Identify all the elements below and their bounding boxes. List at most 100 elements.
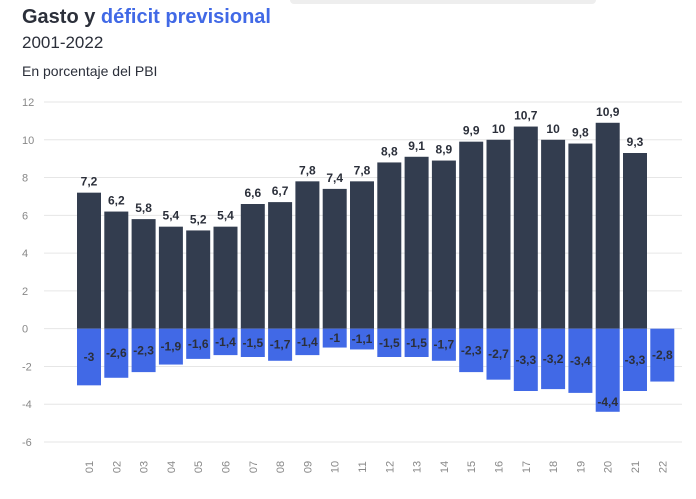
gasto-data-label: 6,2 — [108, 194, 125, 208]
deficit-data-label: -1,7 — [434, 338, 455, 352]
gasto-data-label: 10,7 — [514, 109, 538, 123]
deficit-data-label: -2,8 — [652, 348, 673, 362]
gasto-data-label: 7,2 — [81, 175, 98, 189]
deficit-bar — [459, 328, 484, 373]
x-tick-label: 11 — [357, 461, 369, 472]
y-tick-label: -4 — [22, 399, 32, 411]
chart-subtitle: 2001-2022 — [22, 33, 104, 52]
deficit-data-label: -1,5 — [242, 336, 263, 350]
gasto-data-label: 9,3 — [627, 135, 644, 149]
gasto-data-label: 7,8 — [354, 163, 371, 177]
deficit-bar — [377, 328, 402, 357]
deficit-bar — [568, 328, 593, 393]
deficit-data-label: -1,6 — [188, 337, 209, 351]
gasto-bar — [104, 211, 129, 329]
chart-title: Gasto y déficit previsional — [22, 6, 271, 29]
x-tick-label: 03 — [139, 461, 151, 473]
x-tick-label: 04 — [166, 461, 178, 473]
deficit-bar — [541, 328, 566, 390]
x-tick-label: 15 — [466, 461, 478, 473]
gasto-data-label: 5,4 — [217, 209, 234, 223]
gasto-data-label: 10 — [492, 122, 506, 136]
x-tick-label: 07 — [248, 461, 260, 473]
gasto-bar — [131, 219, 156, 329]
gasto-bar — [541, 139, 566, 329]
x-tick-label: 21 — [630, 461, 642, 473]
x-tick-label: 09 — [302, 461, 314, 473]
deficit-bar — [623, 328, 647, 391]
x-tick-label: 17 — [521, 461, 533, 473]
deficit-bar — [486, 328, 511, 380]
gasto-bar — [377, 162, 402, 329]
gasto-data-label: 10 — [546, 122, 560, 136]
deficit-data-label: -1,5 — [379, 336, 400, 350]
gasto-data-label: 8,8 — [381, 144, 398, 158]
gasto-bar — [77, 192, 101, 329]
x-tick-label: 12 — [384, 461, 396, 473]
y-tick-label: 10 — [22, 135, 34, 147]
gasto-data-label: 6,7 — [272, 184, 289, 198]
gasto-data-label: 9,8 — [572, 126, 589, 140]
gasto-data-label: 9,1 — [408, 139, 425, 153]
gasto-bar — [186, 230, 211, 329]
gasto-bar — [213, 226, 238, 329]
gasto-data-label: 6,6 — [244, 186, 261, 200]
gasto-bar — [268, 202, 293, 329]
deficit-bar — [650, 328, 675, 382]
deficit-bar — [104, 328, 129, 378]
gasto-bar — [486, 139, 511, 329]
x-tick-label: 08 — [275, 461, 287, 473]
x-tick-label: 06 — [221, 461, 233, 473]
gasto-bar — [295, 181, 320, 329]
gasto-bar — [322, 188, 347, 329]
gasto-bar — [350, 181, 374, 329]
deficit-data-label: -1,1 — [352, 332, 373, 346]
deficit-bar — [213, 328, 238, 356]
y-tick-label: 6 — [22, 210, 28, 222]
x-tick-label: 01 — [84, 461, 96, 473]
deficit-data-label: -1,4 — [215, 335, 236, 349]
deficit-bar — [186, 328, 211, 359]
deficit-bar — [322, 328, 347, 348]
gasto-data-label: 7,8 — [299, 163, 316, 177]
deficit-data-label: -2,3 — [133, 343, 154, 357]
gasto-data-label: 7,4 — [326, 171, 343, 185]
deficit-data-label: -3,2 — [543, 352, 564, 366]
x-tick-label: 13 — [412, 461, 424, 473]
deficit-bar — [513, 328, 538, 391]
x-tick-label: 05 — [193, 461, 205, 473]
deficit-bar — [431, 328, 456, 361]
deficit-data-label: -1,5 — [406, 336, 427, 350]
deficit-bar — [268, 328, 293, 361]
deficit-bar — [595, 328, 620, 412]
gasto-bar — [158, 226, 183, 329]
y-tick-label: 4 — [22, 248, 28, 260]
deficit-bar — [240, 328, 265, 357]
gasto-bar — [459, 141, 484, 329]
title-part-gasto: Gasto y — [22, 6, 96, 28]
gasto-bar — [513, 126, 538, 329]
deficit-bar — [404, 328, 429, 357]
x-tick-label: 19 — [575, 461, 587, 473]
top-scroll-edge — [290, 0, 596, 4]
deficit-bar — [295, 328, 320, 356]
gasto-data-label: 5,4 — [163, 209, 180, 223]
x-tick-label: 14 — [439, 461, 451, 473]
deficit-bar — [77, 328, 101, 386]
gasto-bar — [404, 156, 429, 329]
y-tick-label: 8 — [22, 173, 28, 185]
x-tick-label: 10 — [330, 461, 342, 473]
deficit-data-label: -3 — [84, 350, 95, 364]
deficit-data-label: -2,3 — [461, 343, 482, 357]
gasto-data-label: 5,2 — [190, 212, 207, 226]
gasto-data-label: 10,9 — [596, 105, 620, 119]
title-part-deficit: déficit previsional — [100, 6, 271, 28]
gasto-bar — [595, 122, 620, 329]
deficit-data-label: -1 — [329, 331, 340, 345]
y-tick-label: 2 — [22, 286, 28, 298]
y-tick-label: 12 — [22, 97, 34, 109]
x-tick-label: 20 — [603, 461, 615, 473]
gasto-bar — [240, 204, 265, 329]
gasto-data-label: 8,9 — [436, 143, 453, 157]
deficit-bar — [350, 328, 374, 350]
